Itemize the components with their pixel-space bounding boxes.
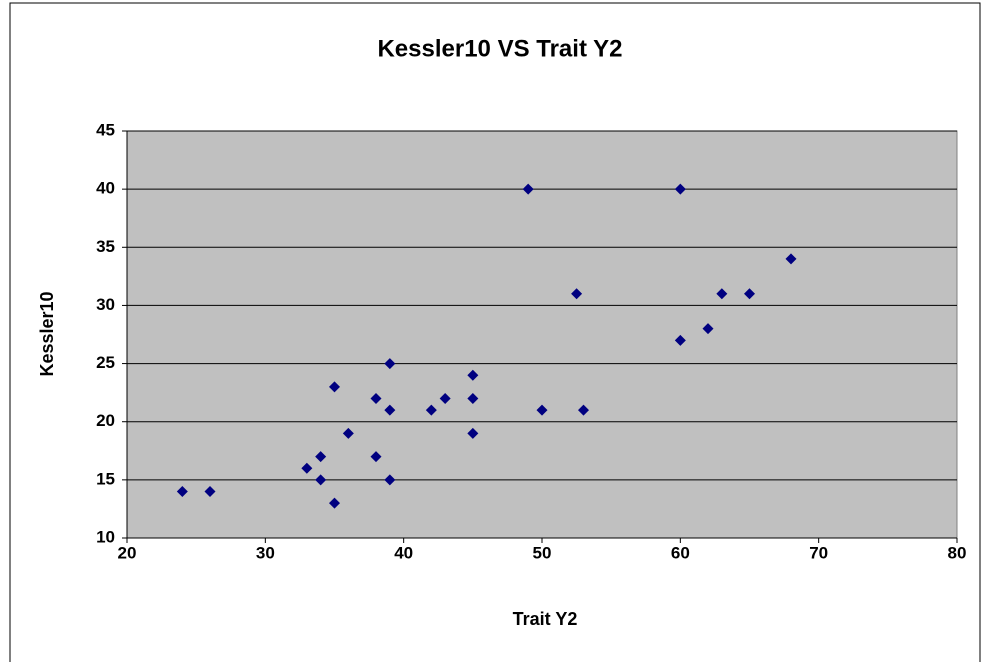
point: [785, 253, 797, 265]
point: [315, 451, 327, 463]
point: [674, 334, 686, 346]
x-tick-label: 40: [394, 543, 413, 562]
point: [522, 183, 534, 195]
point: [439, 392, 451, 404]
point: [370, 392, 382, 404]
plot-area: [126, 130, 958, 539]
point: [370, 451, 382, 463]
y-tick-label: 15: [96, 469, 115, 488]
point: [315, 474, 327, 486]
point: [674, 183, 686, 195]
point: [467, 392, 479, 404]
x-tick-label: 30: [256, 543, 275, 562]
point: [384, 404, 396, 416]
point: [571, 288, 583, 300]
point: [329, 497, 340, 509]
point: [301, 462, 313, 474]
y-tick-label: 10: [96, 527, 115, 546]
x-tick-label: 80: [948, 543, 967, 562]
y-tick-label: 45: [96, 120, 115, 139]
point: [384, 474, 396, 486]
point: [744, 288, 755, 300]
point: [329, 381, 340, 393]
point: [467, 427, 479, 439]
x-tick-label: 60: [671, 543, 690, 562]
x-axis-label: Trait Y2: [513, 609, 578, 629]
y-tick-label: 25: [96, 353, 115, 372]
y-tick-label: 30: [96, 295, 115, 314]
point: [702, 323, 714, 335]
point: [176, 485, 188, 497]
point: [204, 485, 216, 497]
point: [384, 358, 396, 370]
y-tick-label: 40: [96, 179, 115, 198]
point: [536, 404, 548, 416]
point: [342, 427, 354, 439]
x-tick-label: 50: [533, 543, 552, 562]
point: [467, 369, 479, 381]
point: [716, 288, 728, 300]
y-axis-label: Kessler10: [37, 291, 57, 376]
y-tick-label: 20: [96, 411, 115, 430]
point: [425, 404, 437, 416]
point: [578, 404, 589, 416]
x-tick-label: 20: [118, 543, 137, 562]
y-tick-label: 35: [96, 237, 115, 256]
x-tick-label: 70: [809, 543, 828, 562]
chart-title: Kessler10 VS Trait Y2: [377, 35, 622, 62]
